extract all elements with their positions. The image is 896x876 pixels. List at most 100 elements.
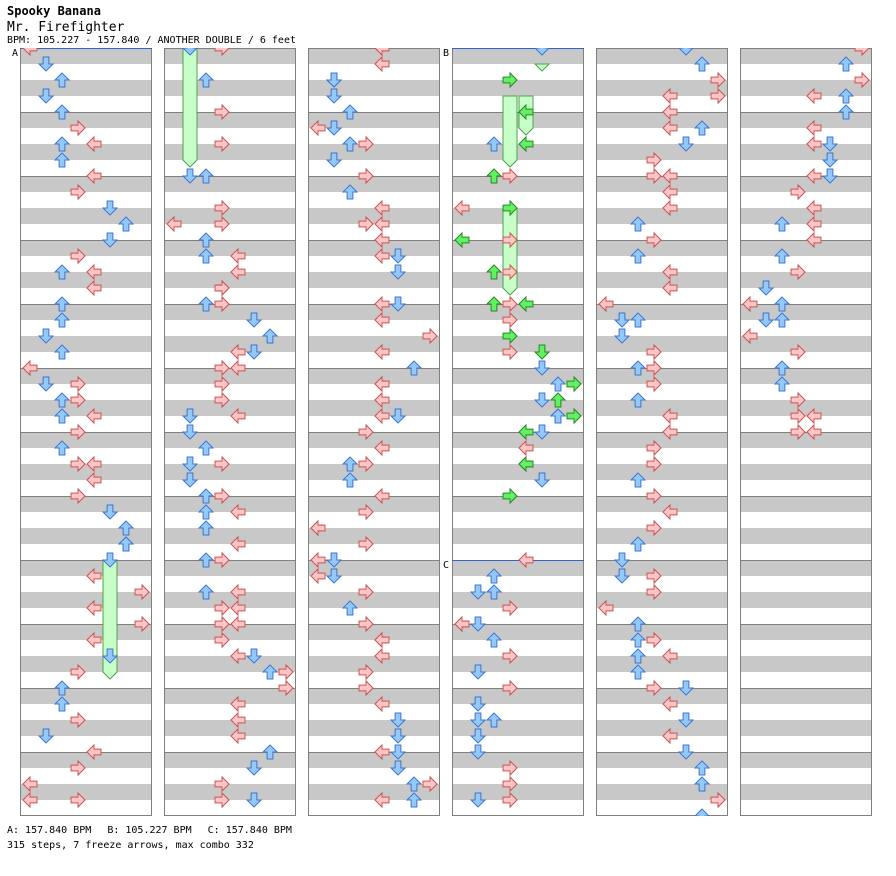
beat-stripe	[452, 80, 584, 96]
artist-name: Spooky Banana	[7, 4, 101, 18]
step-arrow	[662, 279, 678, 297]
step-arrow	[854, 71, 870, 89]
beat-stripe	[308, 80, 440, 96]
step-arrow	[646, 567, 662, 585]
step-arrow	[502, 167, 518, 185]
step-arrow-green	[502, 327, 518, 345]
beat-stripe	[596, 688, 728, 704]
step-arrow	[646, 151, 662, 169]
step-arrow	[422, 327, 438, 345]
beat-stripe	[20, 144, 152, 160]
song-title: Mr. Firefighter	[7, 20, 125, 35]
step-arrow-green	[549, 392, 567, 408]
step-arrow	[469, 744, 487, 760]
beat-stripe	[740, 720, 872, 736]
step-arrow	[821, 136, 839, 152]
step-arrow	[389, 408, 407, 424]
beat-stripe	[596, 624, 728, 640]
step-arrow	[518, 551, 534, 569]
step-arrow	[646, 519, 662, 537]
step-arrow	[677, 712, 695, 728]
beat-stripe	[596, 496, 728, 512]
step-arrow	[662, 423, 678, 441]
chart-column-4	[452, 48, 584, 816]
step-arrow	[86, 567, 102, 585]
beat-stripe	[452, 112, 584, 128]
step-arrow	[230, 263, 246, 281]
step-arrow	[662, 647, 678, 665]
beat-stripe	[164, 400, 296, 416]
step-arrow	[374, 407, 390, 425]
step-arrow	[325, 552, 343, 568]
step-arrow	[197, 440, 215, 456]
beat-stripe	[20, 176, 152, 192]
step-arrow	[613, 312, 631, 328]
step-arrow	[86, 167, 102, 185]
step-arrow	[230, 727, 246, 745]
step-arrow	[214, 487, 230, 505]
bpm-legend: A: 157.840 BPM B: 105.227 BPM C: 157.840…	[7, 825, 302, 836]
step-arrow-green	[518, 135, 534, 153]
step-arrow	[502, 343, 518, 361]
step-arrow	[181, 456, 199, 472]
chart-column-2	[164, 48, 296, 816]
beat-stripe	[308, 208, 440, 224]
step-arrow	[374, 791, 390, 809]
beat-stripe	[308, 784, 440, 800]
step-arrow	[214, 48, 230, 57]
step-arrow	[181, 472, 199, 488]
step-arrow	[469, 616, 487, 632]
step-arrow	[374, 375, 390, 393]
beat-stripe	[164, 656, 296, 672]
step-arrow	[22, 791, 38, 809]
chart-info: BPM: 105.227 - 157.840 / ANOTHER DOUBLE …	[7, 35, 296, 46]
step-arrow	[53, 152, 71, 168]
step-arrow	[70, 247, 86, 265]
step-arrow	[197, 72, 215, 88]
step-arrow	[533, 360, 551, 376]
step-stats: 315 steps, 7 freeze arrows, max combo 33…	[7, 840, 254, 851]
step-arrow	[214, 279, 230, 297]
step-arrow	[214, 599, 230, 617]
step-arrow-green	[454, 231, 470, 249]
step-arrow	[70, 791, 86, 809]
step-arrow	[454, 615, 470, 633]
step-arrow-green	[533, 344, 551, 360]
step-arrow	[197, 248, 215, 264]
step-arrow	[806, 423, 822, 441]
step-arrow	[389, 728, 407, 744]
step-arrow	[629, 664, 647, 680]
step-arrow	[358, 215, 374, 233]
step-arrow	[374, 439, 390, 457]
beat-stripe	[452, 656, 584, 672]
beat-stripe	[164, 240, 296, 256]
step-arrow	[70, 663, 86, 681]
chart-column-3	[308, 48, 440, 816]
beat-stripe	[20, 624, 152, 640]
step-arrow	[214, 295, 230, 313]
beat-stripe	[20, 720, 152, 736]
beat-stripe	[740, 144, 872, 160]
step-arrow	[53, 680, 71, 696]
beat-stripe	[20, 368, 152, 384]
step-arrow	[502, 775, 518, 793]
beat-stripe	[452, 720, 584, 736]
step-arrow	[374, 215, 390, 233]
beat-stripe	[20, 592, 152, 608]
step-arrow	[629, 632, 647, 648]
step-arrow	[710, 791, 726, 809]
step-arrow	[230, 359, 246, 377]
step-arrow	[662, 199, 678, 217]
step-arrow	[613, 328, 631, 344]
step-arrow	[693, 56, 711, 72]
step-arrow	[773, 216, 791, 232]
beat-stripe	[308, 272, 440, 288]
step-arrow	[374, 695, 390, 713]
beat-stripe	[308, 528, 440, 544]
beat-stripe	[452, 464, 584, 480]
bpm-a: A: 157.840 BPM	[7, 825, 92, 836]
step-arrow	[70, 119, 86, 137]
step-arrow	[389, 296, 407, 312]
beat-stripe	[164, 784, 296, 800]
step-arrow	[837, 104, 855, 120]
